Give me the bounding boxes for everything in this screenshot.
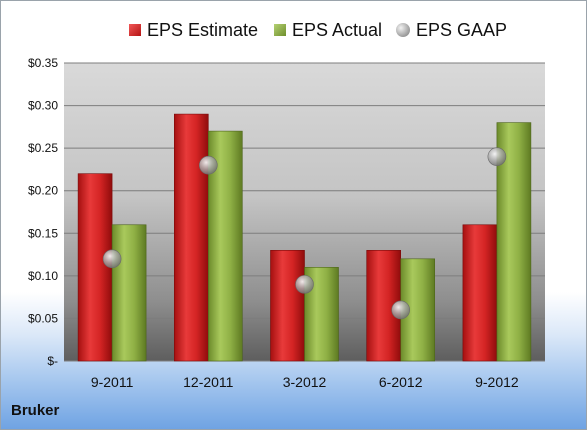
y-tick-label: $0.35	[28, 56, 58, 70]
x-axis-ticks: 9-2011 12-2011 3-2012 6-2012 9-2012	[91, 374, 519, 390]
y-tick-label: $0.20	[28, 184, 58, 198]
x-tick-label: 3-2012	[283, 374, 327, 390]
legend-marker-gray	[396, 23, 410, 37]
x-tick-label: 12-2011	[183, 374, 234, 390]
bar-eps-estimate	[462, 224, 498, 362]
bar-eps-estimate	[270, 250, 305, 362]
point-eps-gaap	[295, 275, 314, 294]
legend-label-eps-gaap: EPS GAAP	[416, 19, 508, 40]
legend-item-eps-estimate: EPS Estimate	[129, 17, 258, 43]
x-tick-label: 9-2011	[91, 374, 134, 390]
bar-eps-estimate	[174, 113, 209, 362]
bar-eps-estimate	[77, 173, 113, 362]
y-tick-label: $0.15	[28, 226, 58, 240]
legend-item-eps-gaap: EPS GAAP	[396, 17, 507, 43]
point-eps-gaap	[199, 155, 218, 175]
legend: EPS Estimate EPS Actual EPS GAAP	[1, 17, 587, 43]
y-tick-label: $0.25	[28, 141, 58, 155]
legend-label-eps-actual: EPS Actual	[292, 19, 383, 40]
gaap-points-group	[102, 147, 507, 320]
point-eps-gaap	[487, 147, 507, 166]
y-tick-label: $-	[47, 354, 58, 368]
x-tick-label: 6-2012	[379, 374, 423, 390]
legend-swatch-red	[129, 24, 141, 36]
point-eps-gaap	[391, 300, 411, 320]
brand-label: Bruker	[11, 402, 60, 419]
bar-eps-actual	[111, 224, 147, 362]
legend-item-eps-actual: EPS Actual	[274, 17, 382, 43]
bar-eps-actual	[208, 130, 243, 362]
point-eps-gaap	[102, 249, 122, 269]
legend-swatch-green	[274, 24, 286, 36]
y-tick-label: $0.05	[28, 311, 58, 325]
x-tick-label: 9-2012	[475, 374, 519, 390]
y-tick-label: $0.10	[28, 269, 58, 283]
y-axis-ticks: $- $0.05 $0.10 $0.15 $0.20 $0.25 $0.30 $0.35	[28, 56, 58, 368]
y-tick-label: $0.30	[28, 99, 58, 113]
legend-label-eps-estimate: EPS Estimate	[147, 19, 259, 40]
